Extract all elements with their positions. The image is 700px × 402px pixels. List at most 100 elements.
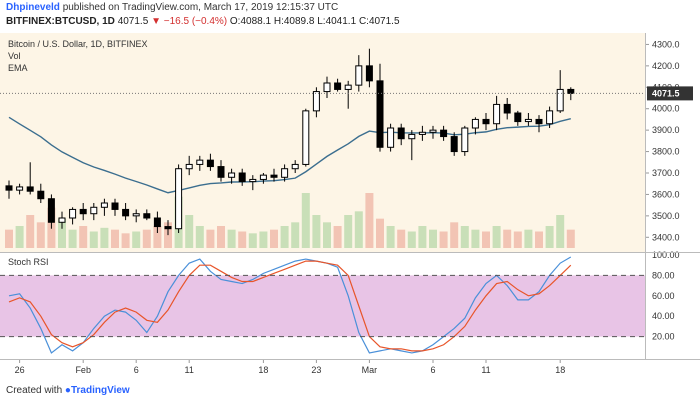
symbol-line: BITFINEX:BTCUSD, 1D 4071.5 ▼ −16.5 (−0.4… <box>6 16 400 27</box>
open-value: 4088.1 <box>240 16 272 27</box>
candle-body <box>503 103 511 114</box>
candle-body <box>143 213 151 219</box>
candle-body <box>493 103 501 125</box>
volume-bar <box>429 229 437 248</box>
volume-bar <box>312 215 321 248</box>
candle-body <box>546 110 554 125</box>
open-label: O: <box>229 16 241 27</box>
volume-bar <box>566 229 575 248</box>
volume-bar <box>418 226 427 248</box>
author-name[interactable]: Dhpineveld <box>6 2 60 13</box>
volume-bar <box>15 226 24 248</box>
current-price-badge <box>647 86 693 101</box>
volume-bar <box>89 231 98 248</box>
volume-bar <box>323 222 331 248</box>
volume-bar <box>439 231 448 248</box>
volume-bar <box>132 231 141 248</box>
candle-body <box>344 84 352 90</box>
volume-bar <box>291 222 300 248</box>
tradingview-logo-icon: ●⁠ <box>64 385 71 396</box>
price-tick-label: 3400.0 <box>652 232 680 242</box>
rsi-lines <box>8 256 572 354</box>
volume-bar <box>301 193 310 248</box>
publish-line: Dhpineveld published on TradingView.com,… <box>6 2 338 13</box>
candle-body <box>365 65 373 82</box>
price-tick-label: 4300.0 <box>652 39 680 49</box>
price-tick-label: 4000.0 <box>652 104 680 114</box>
volume-bar <box>68 229 77 248</box>
time-tick-label: 6 <box>430 365 435 375</box>
candle-body <box>482 118 490 125</box>
candle-body <box>100 202 108 208</box>
candle-body <box>535 118 543 125</box>
volume-bar <box>280 226 289 248</box>
created-with-text: Created with <box>6 385 63 396</box>
rsi-title: Stoch RSI <box>8 257 49 267</box>
volume-bar <box>386 226 395 248</box>
current-price-label: 4071.5 <box>652 88 680 98</box>
volume-bar <box>100 227 109 248</box>
volume-bar <box>503 229 512 248</box>
candle-body <box>196 159 204 165</box>
volume-bar <box>195 226 204 248</box>
candle-body <box>37 190 45 200</box>
time-tick-label: 11 <box>185 365 194 375</box>
candle-body <box>408 133 416 140</box>
candle-body <box>132 213 140 217</box>
candle-body <box>164 226 172 230</box>
rsi-tick-label: 80.00 <box>652 270 675 280</box>
rsi-band <box>0 275 645 337</box>
legend-vol: Vol <box>8 51 21 61</box>
footer: Created with ●⁠TradingView <box>6 385 130 396</box>
candle-body <box>111 202 119 210</box>
candle-body <box>217 166 225 178</box>
volume-bar <box>248 233 257 248</box>
candle-body <box>450 136 458 153</box>
volume-bar <box>79 226 88 248</box>
published-text: published on TradingView.com, March 17, … <box>62 2 339 13</box>
last-price: 4071.5 <box>117 16 149 27</box>
candle-body <box>26 186 34 192</box>
volume-bar <box>545 226 554 248</box>
price-tick-label: 3500.0 <box>652 211 680 221</box>
candle-body <box>259 174 267 180</box>
volume-bar <box>482 231 490 248</box>
volume-bar <box>450 222 459 248</box>
candles <box>5 48 575 236</box>
volume-bar <box>26 215 35 248</box>
candle-body <box>397 127 405 140</box>
volume-bar <box>217 226 225 248</box>
volume-bar <box>142 229 151 248</box>
time-tick-label: Mar <box>362 365 378 375</box>
ema-layer <box>8 116 571 194</box>
rsi-tick-label: 20.00 <box>652 332 675 342</box>
volume-bar <box>227 229 236 248</box>
candle-body <box>302 110 310 165</box>
volume-bar <box>344 215 353 248</box>
volume-bar <box>58 218 66 248</box>
volume-bar <box>513 231 522 248</box>
volume-bar <box>397 229 406 248</box>
symbol-label: BITFINEX:BTCUSD, 1D <box>6 16 115 27</box>
candle-body <box>418 131 426 135</box>
volume-bar <box>238 231 247 248</box>
candle-body <box>376 80 384 148</box>
volume-bar <box>492 226 501 248</box>
volume-bar <box>36 222 45 248</box>
price-change: ▼ −16.5 (−0.4%) <box>151 16 228 27</box>
candle-body <box>334 82 342 90</box>
candle-body <box>5 185 13 191</box>
stoch-d-line <box>8 260 572 352</box>
volume-bar <box>270 229 278 248</box>
price-tick-label: 3900.0 <box>652 125 680 135</box>
candle-body <box>79 208 87 215</box>
legend-ema: EMA <box>8 63 28 73</box>
candle-body <box>238 172 246 183</box>
chart-header: Dhpineveld published on TradingView.com,… <box>0 0 700 40</box>
chart-title: Bitcoin / U.S. Dollar, 1D, BITFINEX <box>8 39 148 49</box>
high-value: 4089.8 <box>283 16 315 27</box>
time-tick-label: 18 <box>258 365 268 375</box>
tradingview-brand[interactable]: TradingView <box>70 385 130 396</box>
candle-body <box>270 174 278 178</box>
